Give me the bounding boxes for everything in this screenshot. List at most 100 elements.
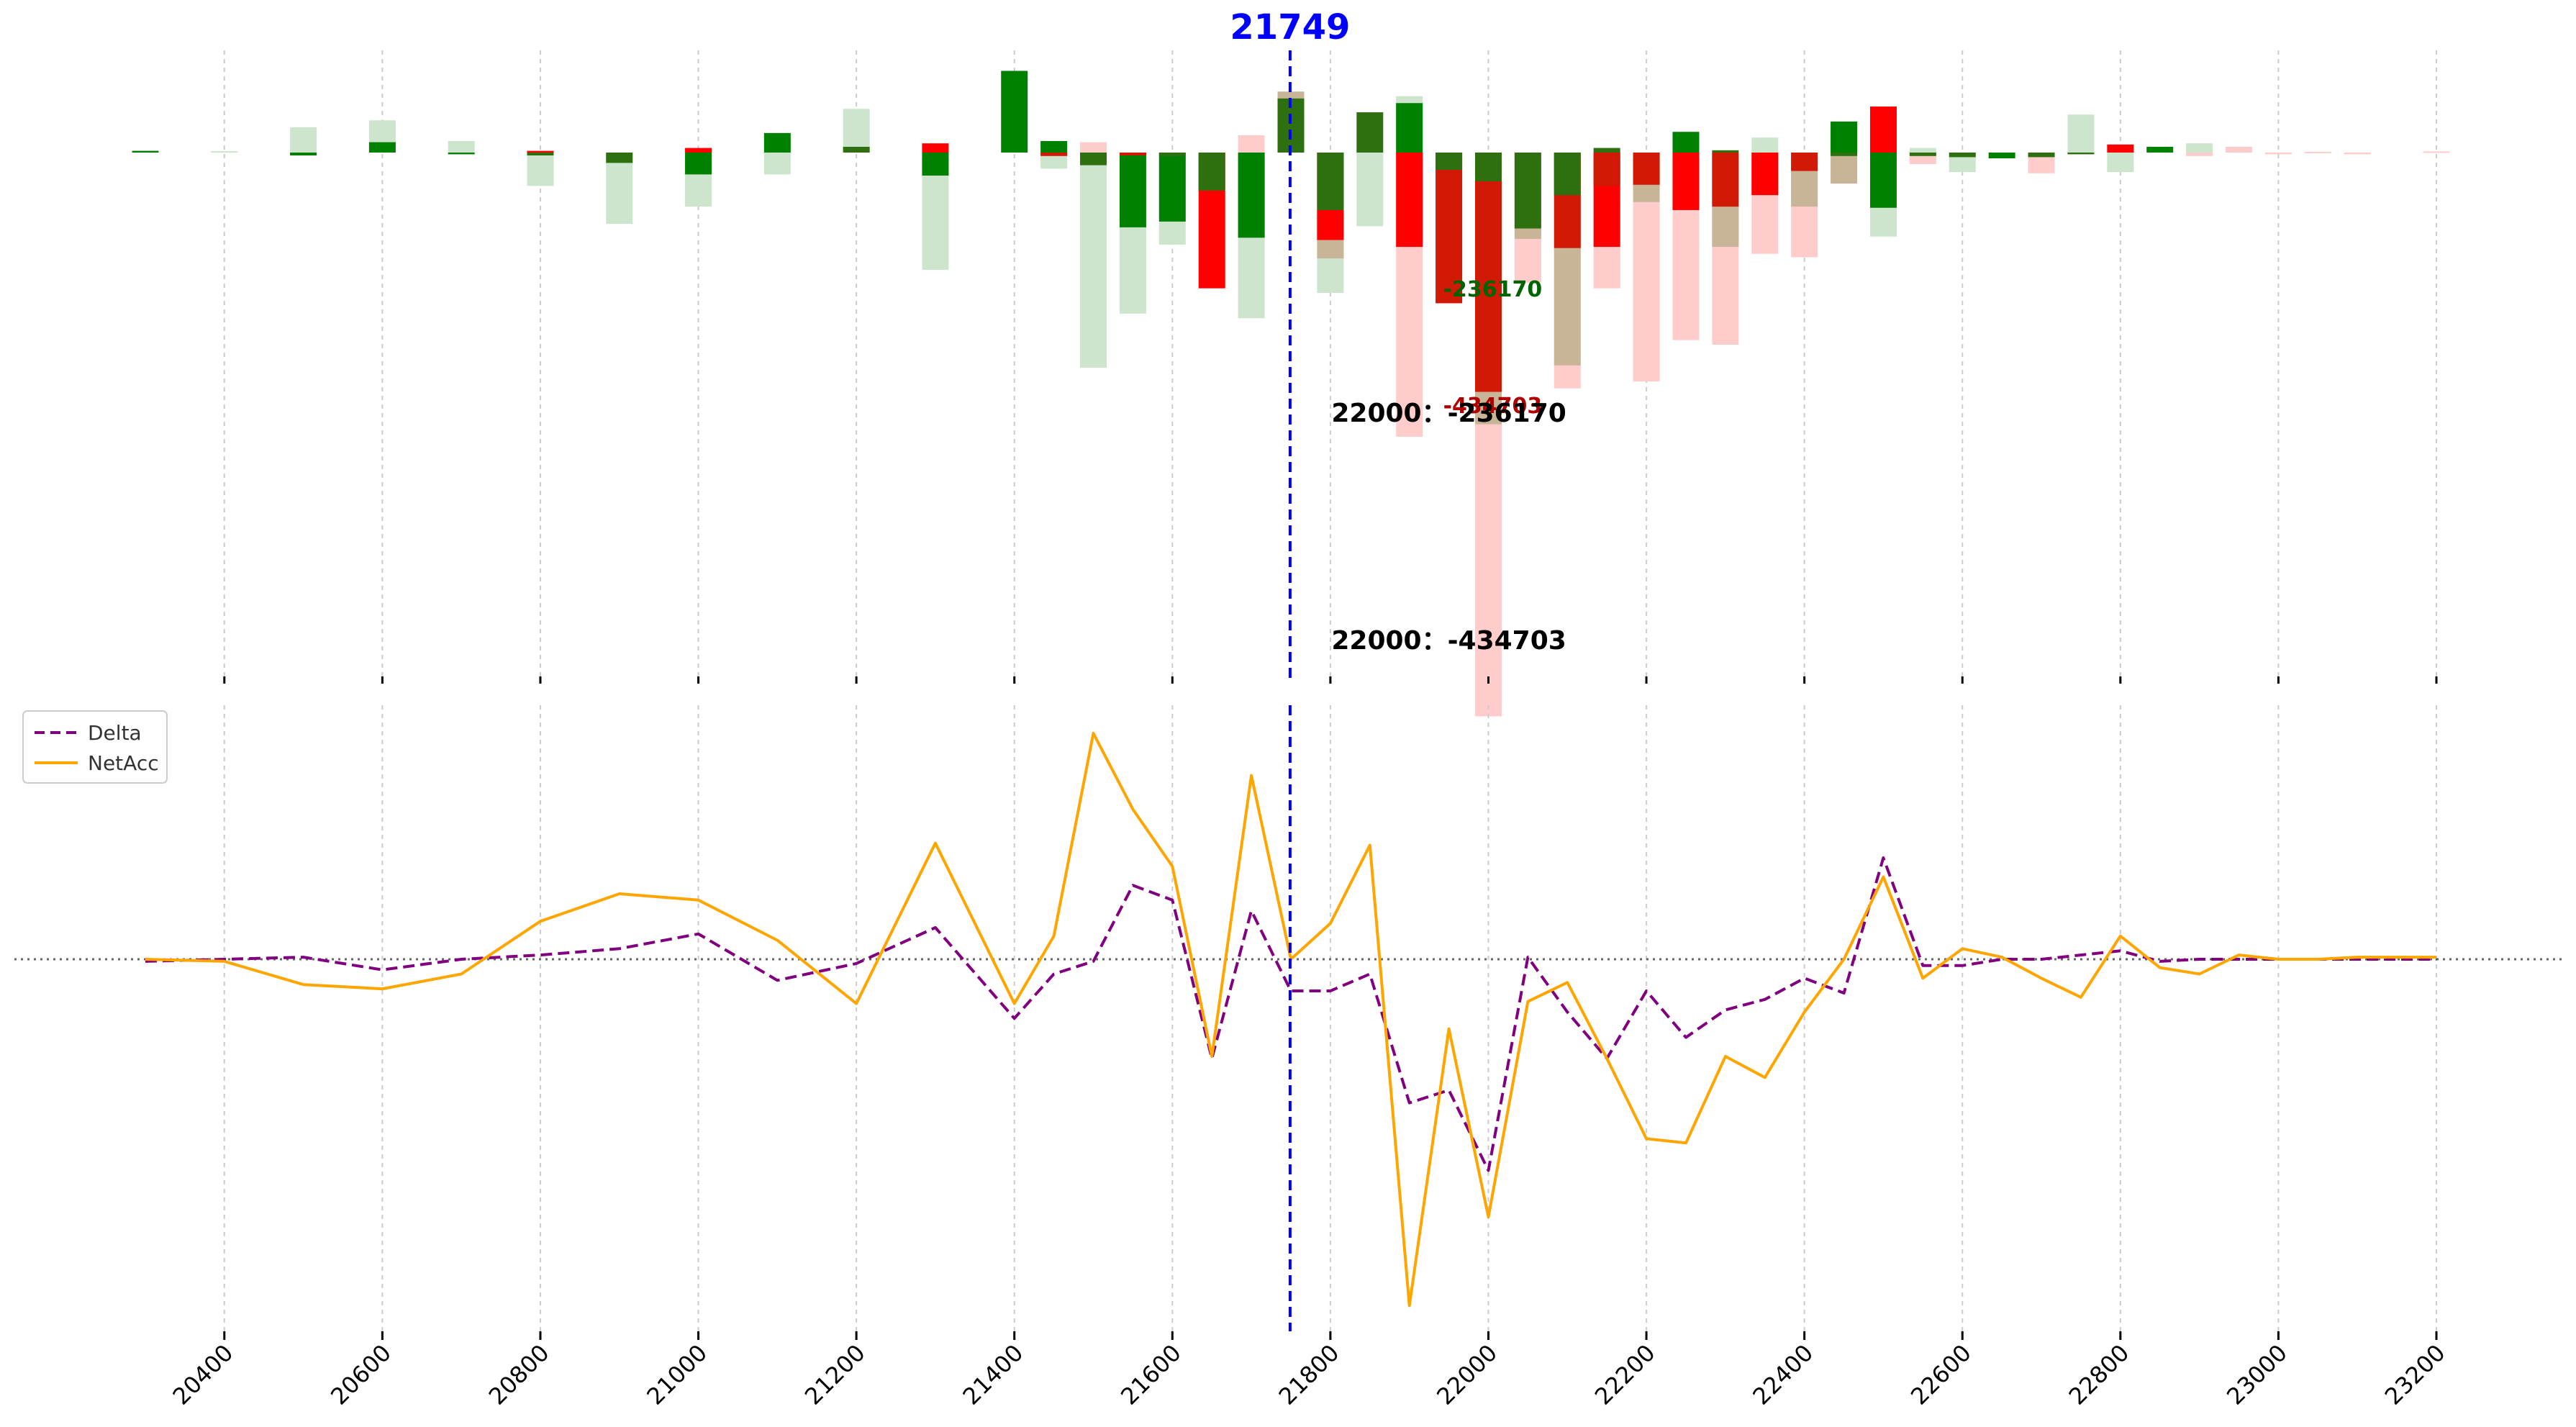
x-tick-label: 23200	[2380, 1339, 2451, 1410]
bar	[1869, 153, 1897, 208]
bar	[2186, 153, 2213, 156]
bar	[527, 150, 554, 153]
bar	[1356, 112, 1384, 153]
bar	[448, 141, 475, 153]
bar	[1712, 153, 1739, 207]
bar	[2146, 147, 2174, 153]
x-tick-label: 22000	[1431, 1339, 1502, 1410]
bar	[1158, 153, 1186, 156]
bar	[1791, 153, 1818, 171]
bar	[606, 153, 633, 225]
bar	[1672, 132, 1700, 153]
bar	[2107, 144, 2134, 153]
bar	[368, 142, 396, 153]
x-tick-label: 23000	[2221, 1339, 2292, 1410]
peak-annotation-2: 22000：-434703	[1331, 626, 1566, 656]
bar	[1474, 153, 1502, 392]
bar	[1949, 153, 1976, 158]
x-tick-label: 20400	[168, 1339, 239, 1410]
bar	[1001, 71, 1028, 153]
bar	[1633, 153, 1660, 185]
bar	[763, 153, 791, 175]
top-panel-tick-marks	[223, 676, 2438, 684]
x-tick-label: 22400	[1747, 1339, 1818, 1410]
bar	[2107, 153, 2134, 173]
bar	[2344, 153, 2371, 155]
bar	[685, 153, 712, 175]
bar	[1198, 153, 1225, 191]
bar	[132, 150, 159, 153]
x-tick-label: 21400	[958, 1339, 1029, 1410]
x-tick-label: 22600	[1905, 1339, 1977, 1410]
bar	[1436, 153, 1463, 304]
bar	[290, 127, 317, 153]
bar	[1119, 153, 1146, 155]
bar	[527, 153, 554, 155]
delta-line	[145, 856, 2436, 1172]
bar	[1672, 153, 1700, 210]
bar	[2028, 153, 2055, 158]
x-tick-label: 21200	[799, 1339, 871, 1410]
bar	[2067, 114, 2095, 153]
bar	[1080, 153, 1107, 166]
bar	[1396, 103, 1423, 153]
bar	[606, 153, 633, 163]
x-tick-label: 21800	[1274, 1339, 1345, 1410]
bar	[1988, 153, 2015, 158]
bar	[1909, 148, 1936, 153]
bar-value-label-1: -236170	[1443, 277, 1543, 302]
bar	[448, 153, 475, 155]
bar	[1593, 148, 1620, 153]
bar	[1751, 153, 1779, 196]
bar	[1317, 153, 1344, 210]
bar	[1909, 153, 1936, 156]
x-tick-label: 21600	[1115, 1339, 1187, 1410]
bar	[1356, 153, 1384, 227]
bar	[1751, 137, 1779, 153]
bar	[2264, 153, 2292, 155]
peak-annotation-1: 22000：-236170	[1331, 399, 1566, 428]
bar	[2186, 143, 2213, 153]
bar	[1436, 153, 1463, 170]
legend-box	[22, 710, 168, 784]
x-tick-label: 20600	[325, 1339, 396, 1410]
x-tick-label: 21000	[641, 1339, 712, 1410]
bar	[1040, 153, 1068, 156]
x-tick-label: 22800	[2064, 1339, 2135, 1410]
bar	[1474, 153, 1502, 181]
bar	[527, 153, 554, 186]
bar	[290, 153, 317, 155]
bar	[843, 109, 870, 153]
netacc-line	[145, 732, 2436, 1308]
bar	[1831, 121, 1858, 153]
bar	[922, 153, 949, 176]
bar	[211, 151, 238, 153]
annotations: 21749 -236170 -434703 22000：-236170 2200…	[1230, 7, 1566, 656]
bar	[1712, 150, 1739, 153]
x-tick-label: 20800	[484, 1339, 555, 1410]
bar	[1554, 153, 1581, 196]
top-panel-bars	[132, 71, 2450, 717]
bar	[2067, 153, 2095, 155]
bar	[1040, 153, 1068, 169]
bar	[1158, 153, 1186, 222]
bar	[1593, 153, 1620, 186]
bottom-panel-x-ticks: 20400 20600 20800 21000 21200 21400 21600 21800…	[168, 1331, 2451, 1410]
bar	[1080, 142, 1107, 153]
bar	[2304, 151, 2331, 153]
bar	[685, 148, 712, 153]
bar	[1396, 153, 1423, 248]
bar	[1040, 141, 1068, 153]
bar	[1831, 153, 1858, 156]
bar	[1831, 153, 1858, 184]
bar	[1119, 153, 1146, 227]
bar	[1869, 107, 1897, 153]
bar	[1238, 153, 1265, 238]
bar	[843, 147, 870, 153]
bar	[2226, 147, 2253, 153]
bar	[2423, 151, 2450, 153]
bottom-panel-lines	[145, 732, 2436, 1308]
top-panel-grid	[223, 50, 2437, 676]
bar	[1514, 153, 1541, 229]
